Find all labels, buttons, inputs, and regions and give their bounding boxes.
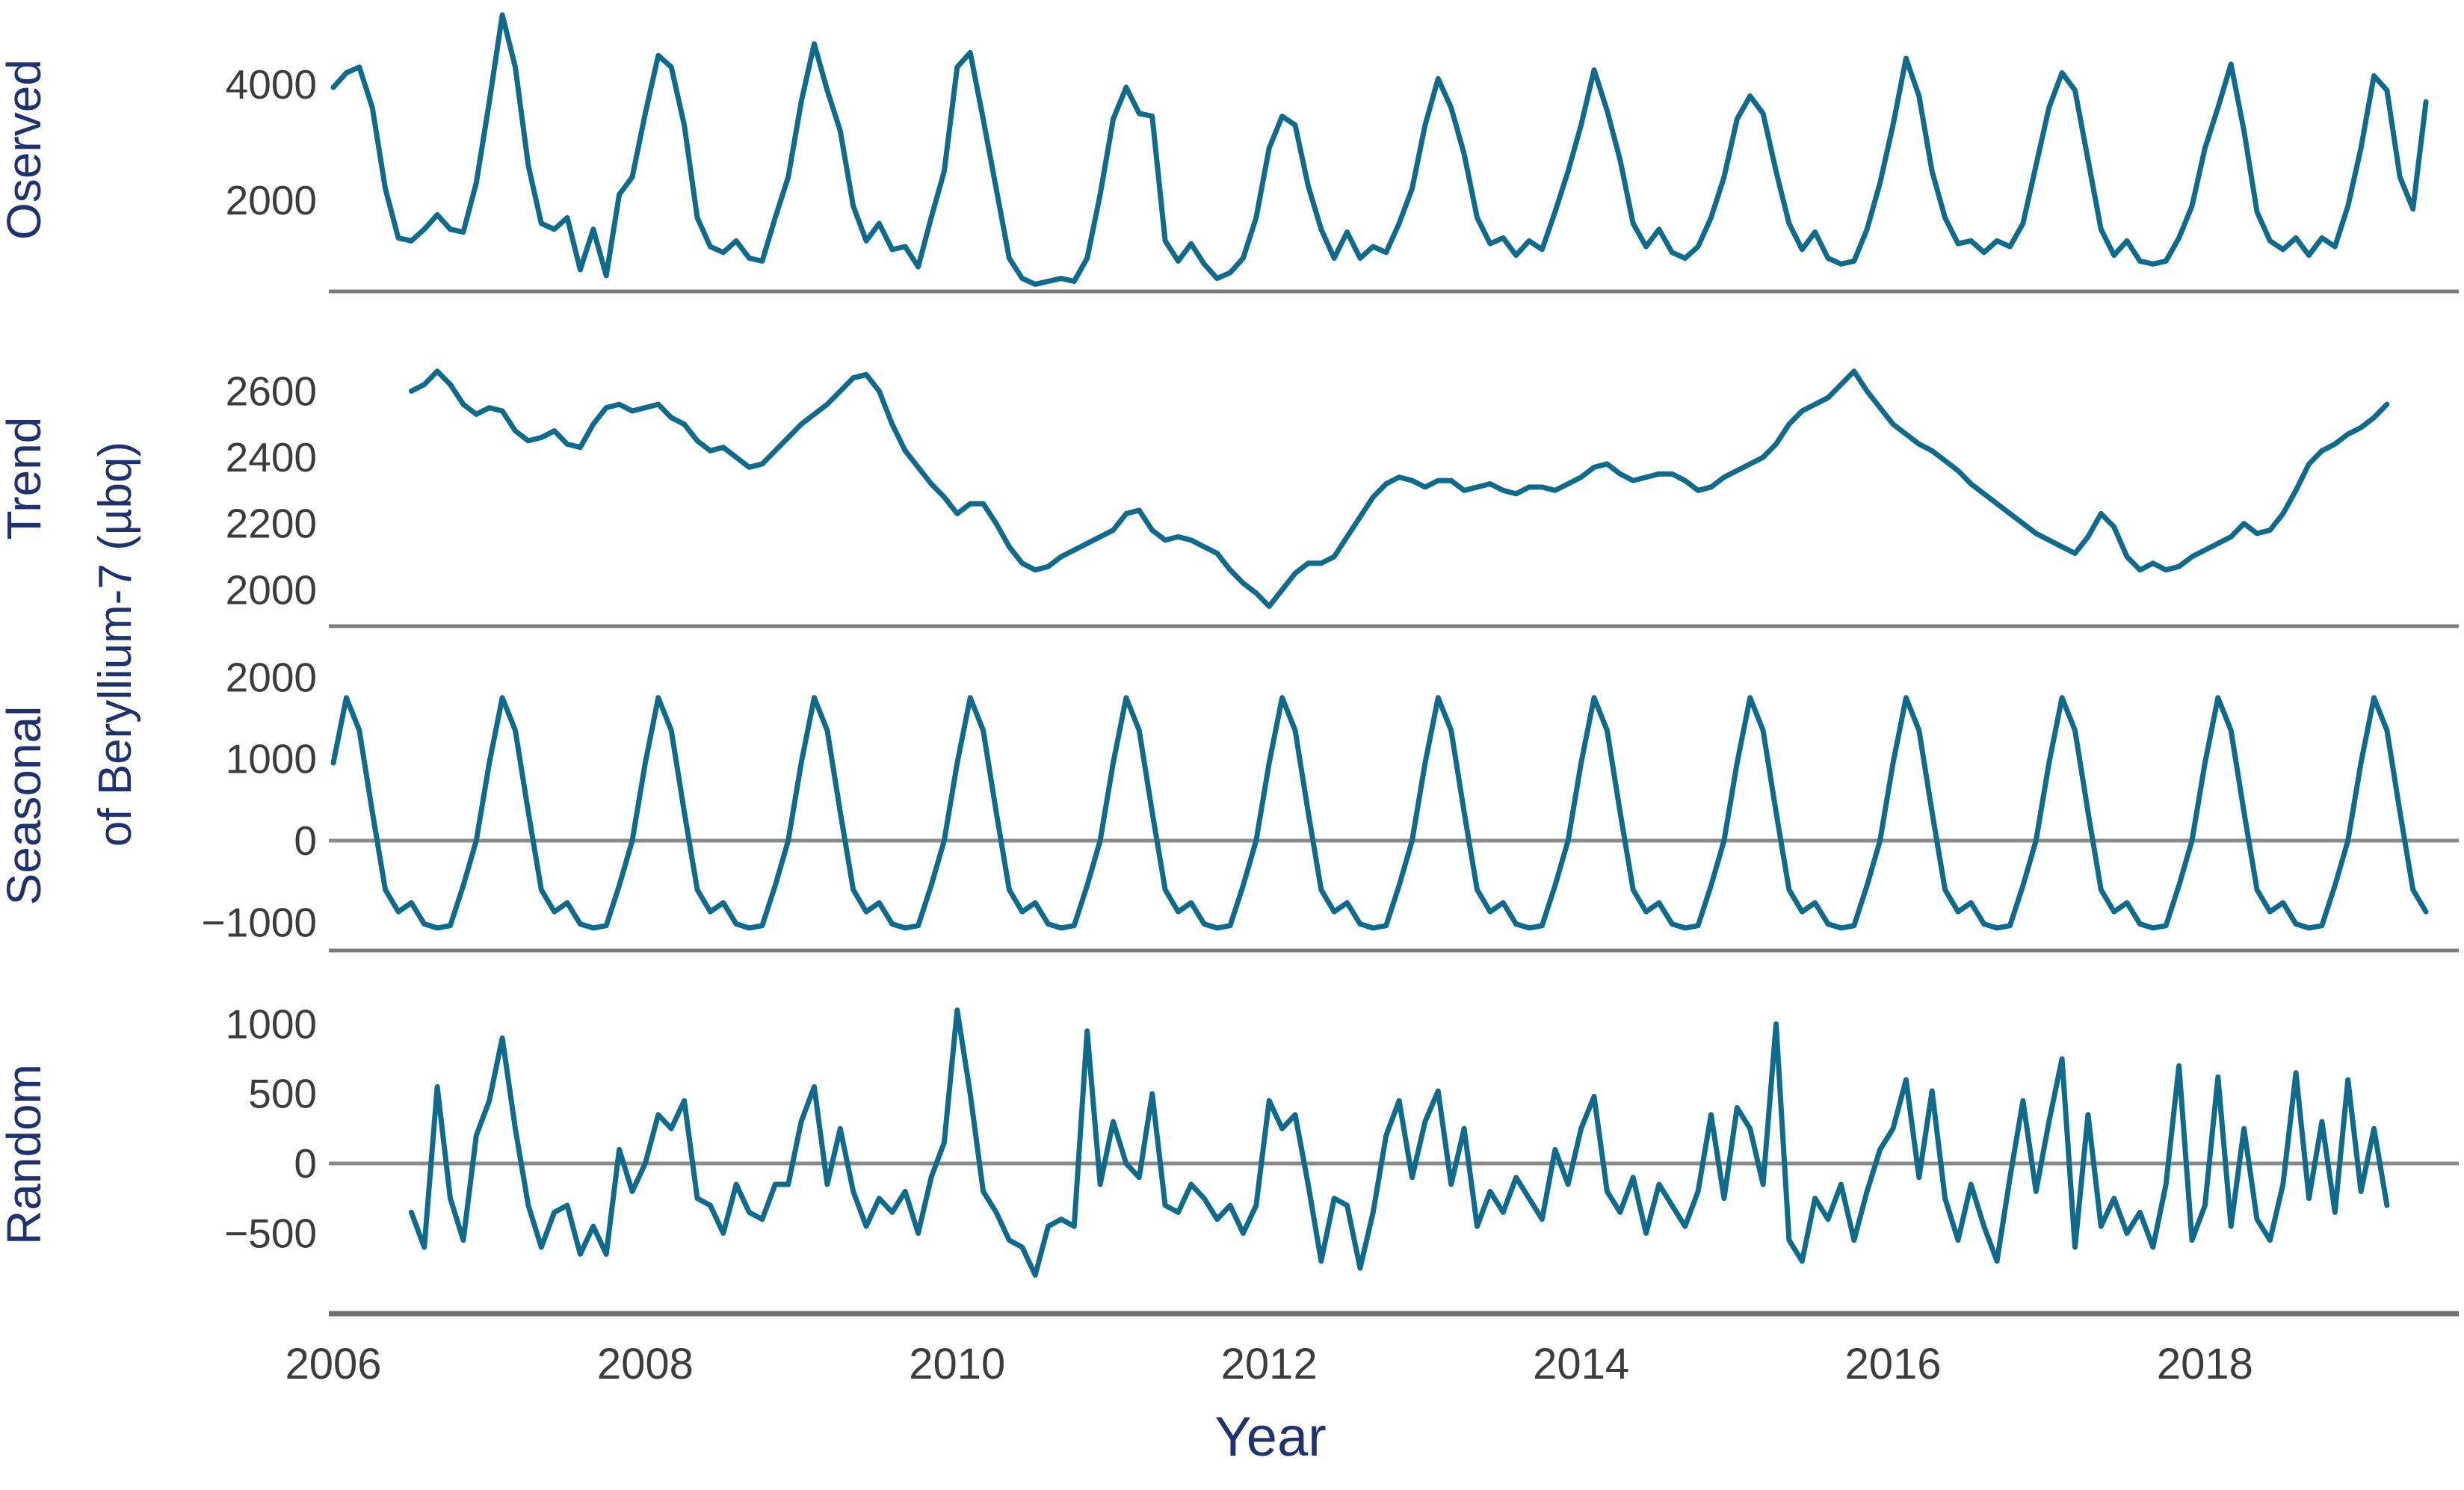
y-tick-label: 2400 <box>226 434 317 480</box>
y-tick-label: −1000 <box>202 899 317 945</box>
panel-label-seasonal: Seasonal <box>0 706 51 906</box>
y-tick-labels: 4000 2000 2600 2400 2200 2000 2000 1000 0 −1000 10… <box>202 61 317 1256</box>
panel-seasonal <box>329 695 2459 953</box>
shared-y-axis-label: of Beryllium-7 (µbq) <box>90 442 141 847</box>
panel-label-observed: Oserved <box>0 59 51 240</box>
x-tick-labels: 2006 2008 2010 2012 2014 2016 2018 <box>285 1340 2253 1388</box>
y-tick-label: 500 <box>248 1071 317 1117</box>
y-tick-label: 1000 <box>226 736 317 782</box>
x-tick-label: 2010 <box>909 1340 1005 1388</box>
observed-line <box>330 12 2429 287</box>
y-tick-label: −500 <box>224 1210 317 1256</box>
panel-trend <box>329 368 2459 628</box>
y-tick-label: 0 <box>294 1140 317 1187</box>
x-tick-label: 2006 <box>285 1340 381 1388</box>
random-line <box>408 1007 2390 1278</box>
panel-random <box>329 1007 2459 1317</box>
panel-observed <box>329 12 2459 294</box>
panel-label-random: Random <box>0 1064 51 1245</box>
x-tick-label: 2016 <box>1844 1340 1941 1388</box>
x-tick-label: 2008 <box>597 1340 694 1388</box>
y-tick-label: 1000 <box>226 1001 317 1047</box>
y-tick-label: 2200 <box>226 501 317 547</box>
x-tick-label: 2014 <box>1533 1340 1629 1388</box>
panel-label-trend: Trend <box>0 417 51 540</box>
y-tick-label: 2000 <box>226 177 317 223</box>
x-axis-title: Year <box>1214 1406 1327 1468</box>
y-tick-label: 4000 <box>226 61 317 108</box>
y-tick-label: 2000 <box>226 654 317 700</box>
y-tick-label: 2000 <box>226 566 317 613</box>
y-tick-label: 0 <box>294 817 317 864</box>
x-tick-label: 2012 <box>1221 1340 1318 1388</box>
seasonal-line <box>330 695 2429 931</box>
trend-line <box>408 368 2390 609</box>
x-tick-label: 2018 <box>2157 1340 2253 1388</box>
y-tick-label: 2600 <box>226 368 317 414</box>
